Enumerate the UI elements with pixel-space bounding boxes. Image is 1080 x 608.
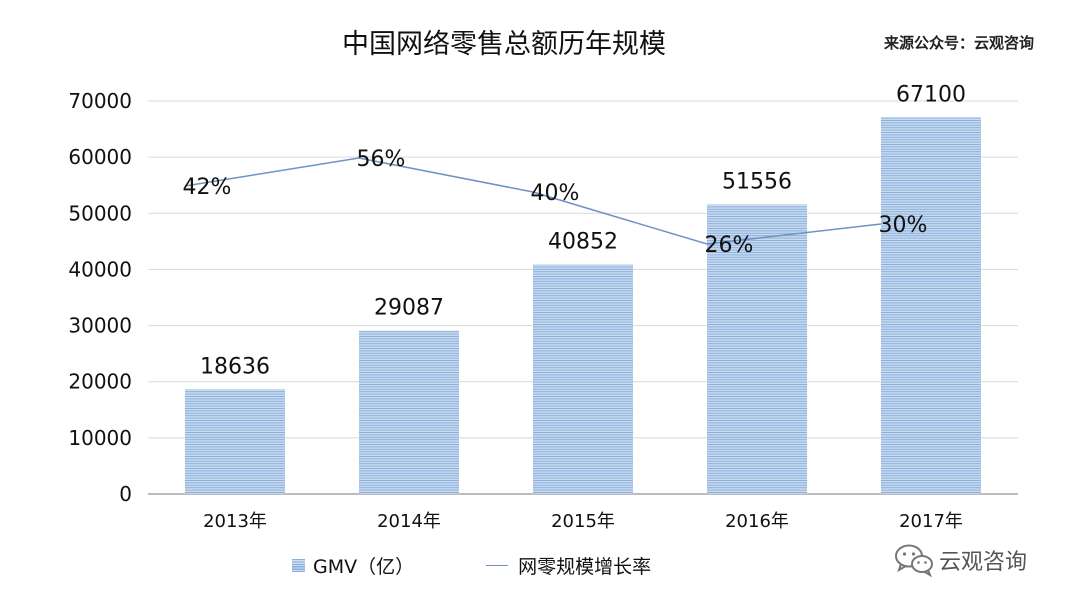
y-tick-label: 0 bbox=[119, 482, 132, 506]
y-tick-label: 40000 bbox=[68, 257, 132, 281]
y-tick-label: 20000 bbox=[68, 370, 132, 394]
bar-data-label: 51556 bbox=[722, 170, 792, 195]
legend-swatch-bar bbox=[292, 559, 305, 572]
line-series: 42% 56% 40% 26% 30% bbox=[183, 147, 928, 258]
bar-data-label: 18636 bbox=[200, 354, 270, 379]
line-data-label: 30% bbox=[879, 213, 928, 238]
watermark: 云观咨询 bbox=[893, 538, 1027, 582]
bar bbox=[881, 117, 981, 494]
wechat-icon bbox=[895, 544, 933, 578]
legend-item-bars: GMV（亿） bbox=[292, 552, 414, 579]
line-data-label: 26% bbox=[705, 233, 754, 258]
legend-label-bars: GMV（亿） bbox=[313, 556, 415, 578]
x-tick-label: 2013年 bbox=[203, 511, 267, 532]
watermark-label: 云观咨询 bbox=[939, 550, 1028, 575]
source-note: 来源公众号：云观咨询 bbox=[883, 34, 1034, 52]
line-data-label: 40% bbox=[531, 181, 580, 206]
y-axis-tick-labels: 0 10000 20000 30000 40000 50000 60000 70000 bbox=[68, 89, 132, 506]
bar bbox=[533, 264, 633, 494]
x-tick-label: 2014年 bbox=[377, 511, 441, 532]
y-tick-label: 10000 bbox=[68, 426, 132, 450]
bar bbox=[707, 204, 807, 495]
y-tick-label: 70000 bbox=[68, 89, 132, 113]
x-axis-tick-labels: 2013年 2014年 2015年 2016年 2017年 bbox=[203, 511, 963, 532]
bar-data-label: 40852 bbox=[548, 230, 618, 255]
legend: GMV（亿） 网零规模增长率 bbox=[292, 552, 651, 579]
line-data-label: 56% bbox=[357, 147, 406, 172]
y-tick-label: 60000 bbox=[68, 145, 132, 169]
legend-swatch-line bbox=[486, 565, 509, 566]
y-tick-label: 50000 bbox=[68, 201, 132, 225]
x-tick-label: 2016年 bbox=[725, 511, 789, 532]
growth-rate-line bbox=[184, 157, 882, 245]
legend-label-line: 网零规模增长率 bbox=[518, 556, 652, 578]
bar-data-label: 29087 bbox=[374, 296, 444, 321]
bar-data-label: 67100 bbox=[896, 82, 966, 107]
bar bbox=[359, 330, 459, 494]
bar bbox=[185, 389, 285, 494]
x-tick-label: 2015年 bbox=[551, 511, 615, 532]
y-tick-label: 30000 bbox=[68, 314, 132, 338]
legend-item-line: 网零规模增长率 bbox=[486, 552, 651, 579]
bar-series: 18636 29087 40852 51556 67100 bbox=[185, 82, 981, 495]
chart-title: 中国网络零售总额历年规模 bbox=[342, 29, 666, 60]
line-data-label: 42% bbox=[183, 175, 232, 200]
x-tick-label: 2017年 bbox=[899, 511, 963, 532]
